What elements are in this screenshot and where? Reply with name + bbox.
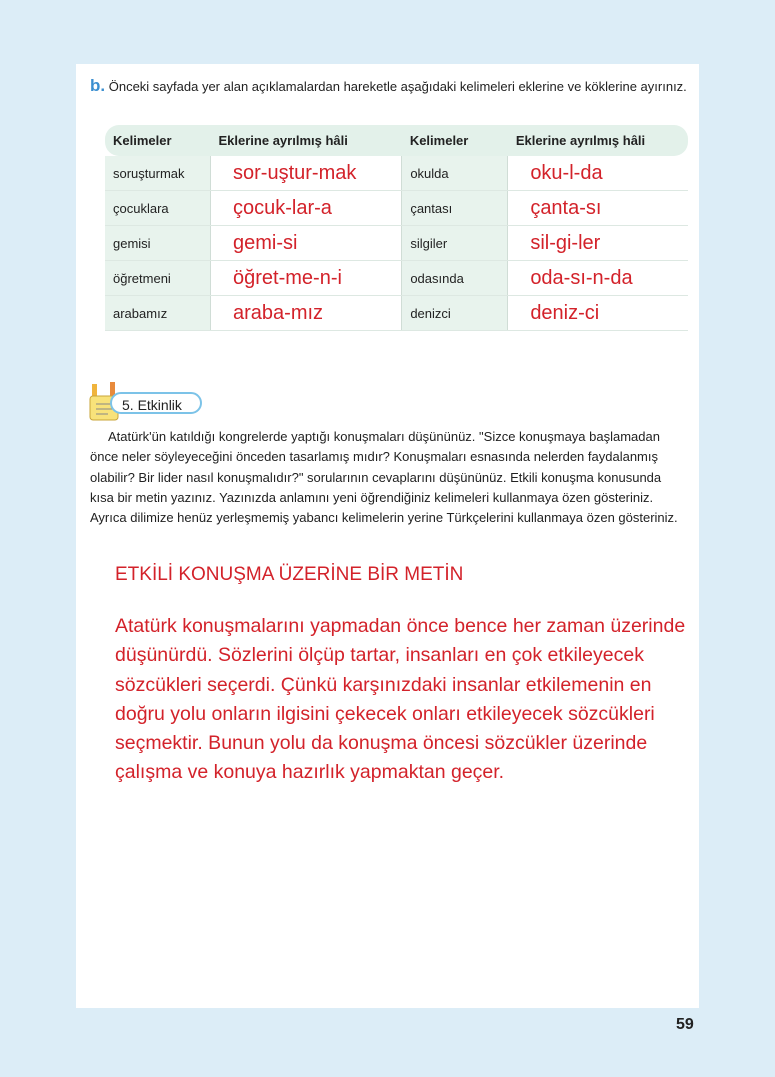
table-row: gemisi gemi-si silgiler sil-gi-ler — [105, 225, 688, 261]
word-table: Kelimeler Eklerine ayrılmış hâli Kelimel… — [105, 125, 688, 331]
answer-cell: sil-gi-ler — [507, 225, 688, 261]
page-number: 59 — [676, 1016, 694, 1033]
activity-instructions: Atatürk'ün katıldığı kongrelerde yaptığı… — [90, 429, 678, 526]
activity-label: 5. Etkinlik — [110, 392, 202, 414]
answer-cell: araba-mız — [209, 295, 402, 331]
word-cell: odasında — [401, 260, 508, 296]
answer-cell: çocuk-lar-a — [209, 190, 402, 226]
table-row: arabamız araba-mız denizci deniz-ci — [105, 295, 688, 331]
header-cell: Kelimeler — [401, 125, 508, 156]
activity-badge: 5. Etkinlik — [88, 380, 202, 429]
table-row: öğretmeni öğret-me-n-i odasında oda-sı-n-da — [105, 260, 688, 296]
word-cell: soruşturmak — [105, 156, 211, 191]
word-cell: gemisi — [105, 225, 211, 261]
word-cell: arabamız — [105, 295, 211, 331]
word-cell: çantası — [401, 190, 508, 226]
answer-cell: oku-l-da — [507, 156, 688, 191]
instruction: b. Önceki sayfada yer alan açıklamalarda… — [90, 76, 690, 96]
answer-cell: deniz-ci — [507, 295, 688, 331]
table-row: çocuklara çocuk-lar-a çantası çanta-sı — [105, 190, 688, 226]
word-cell: okulda — [401, 156, 508, 191]
answer-cell: öğret-me-n-i — [209, 260, 402, 296]
word-cell: denizci — [401, 295, 508, 331]
essay-title: ETKİLİ KONUŞMA ÜZERİNE BİR METİN — [115, 564, 464, 585]
answer-cell: oda-sı-n-da — [507, 260, 688, 296]
answer-cell: gemi-si — [209, 225, 402, 261]
table-row: soruşturmak sor-uştur-mak okulda oku-l-da — [105, 156, 688, 191]
word-cell: çocuklara — [105, 190, 211, 226]
answer-cell: sor-uştur-mak — [209, 156, 402, 191]
instruction-text: Önceki sayfada yer alan açıklamalardan h… — [108, 79, 687, 94]
instruction-letter: b. — [90, 76, 106, 95]
word-cell: öğretmeni — [105, 260, 211, 296]
essay-text: Atatürk konuşmalarını yapmadan önce benc… — [115, 615, 686, 784]
table-header: Kelimeler Eklerine ayrılmış hâli Kelimel… — [105, 125, 688, 156]
answer-cell: çanta-sı — [507, 190, 688, 226]
header-cell: Eklerine ayrılmış hâli — [210, 125, 402, 156]
word-cell: silgiler — [401, 225, 508, 261]
header-cell: Eklerine ayrılmış hâli — [507, 125, 688, 156]
header-cell: Kelimeler — [105, 125, 211, 156]
